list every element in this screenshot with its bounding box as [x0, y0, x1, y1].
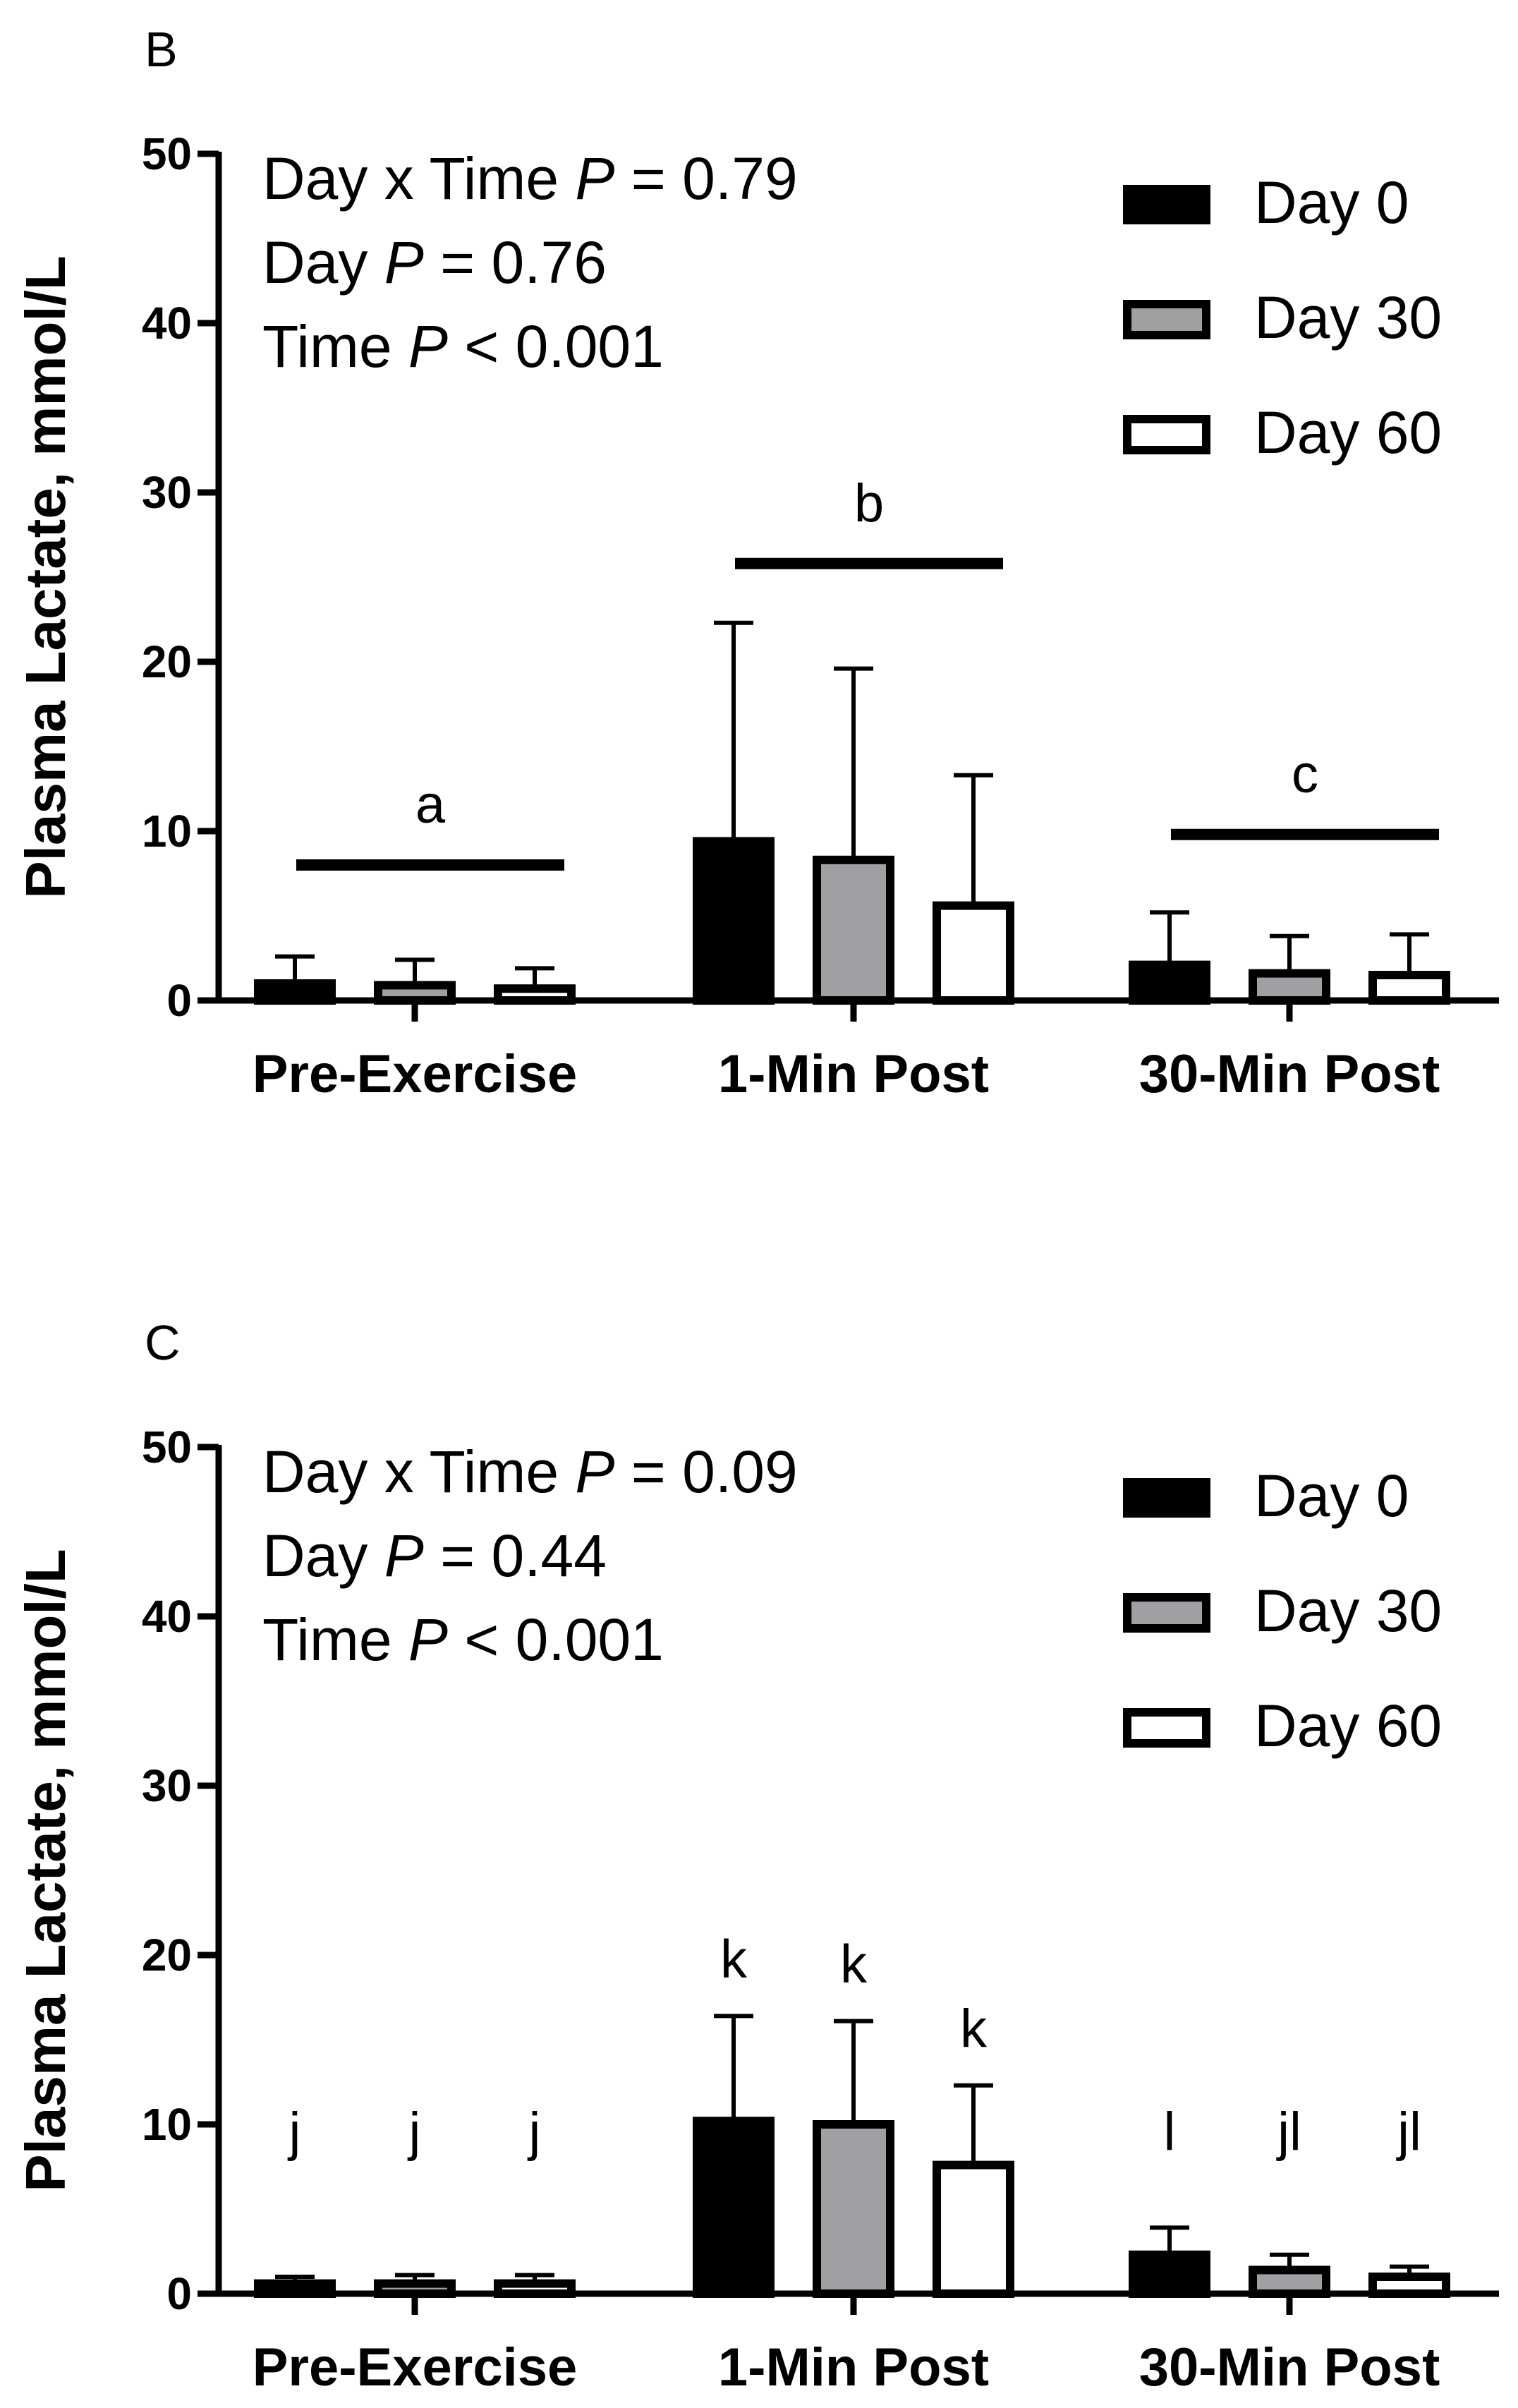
- stats-value: = 0.79: [614, 145, 797, 212]
- legend-label: Day 0: [1254, 1463, 1409, 1529]
- stats-value: = 0.09: [614, 1439, 797, 1505]
- stats-value: = 0.76: [424, 229, 607, 296]
- stats-line-3: Time P < 0.001: [262, 1607, 664, 1673]
- bar-day-60: [1368, 971, 1450, 1005]
- bar-day-30: [813, 855, 894, 1005]
- stats-line-1: Day x Time P = 0.79: [262, 145, 798, 212]
- legend-swatch: [1123, 1478, 1210, 1518]
- panel-label: B: [145, 22, 178, 77]
- panel-label: C: [145, 1315, 181, 1370]
- significance-letter: j: [288, 2102, 301, 2162]
- bar-day-60: [933, 2160, 1014, 2299]
- significance-letter: l: [1164, 2102, 1176, 2162]
- legend-swatch: [1123, 1708, 1210, 1748]
- stats-value: = 0.44: [424, 1523, 607, 1589]
- significance-letter: a: [415, 775, 446, 835]
- panel-c: C 0 10 20 30 40 50 Plasma Lactate, mmol/L Pre-Ex…: [14, 1315, 1499, 2397]
- y-tick-label: 0: [166, 975, 192, 1026]
- bar-day-0: [693, 2117, 775, 2298]
- stats-p-symbol: P: [384, 1523, 424, 1589]
- legend-swatch: [1123, 1593, 1210, 1633]
- significance-letter: jl: [1396, 2102, 1421, 2162]
- stats-p-symbol: P: [575, 145, 614, 212]
- y-tick-label: 20: [142, 1930, 192, 1980]
- significance-letter: k: [720, 1929, 748, 1989]
- y-tick-label: 40: [142, 298, 192, 349]
- significance-letter: j: [528, 2102, 541, 2162]
- stats-label: Day x Time: [262, 1439, 575, 1505]
- stats-label: Time: [262, 1607, 408, 1673]
- bar-day-0: [254, 979, 336, 1005]
- y-tick-label: 0: [166, 2268, 192, 2319]
- bar-day-0: [1129, 960, 1210, 1005]
- stats-line-1: Day x Time P = 0.09: [262, 1439, 798, 1505]
- y-tick-label: 40: [142, 1591, 192, 1642]
- bar-day-30: [1249, 2265, 1330, 2298]
- legend-label: Day 30: [1254, 284, 1442, 351]
- y-tick-label: 20: [142, 636, 192, 687]
- x-category-label: Pre-Exercise: [253, 1044, 578, 1104]
- bar-day-60: [1368, 2273, 1450, 2298]
- stats-line-2: Day P = 0.44: [262, 1523, 607, 1589]
- bar-day-30: [1249, 969, 1330, 1005]
- bar-day-60: [933, 901, 1014, 1005]
- x-category-label: 1-Min Post: [718, 1044, 989, 1104]
- stats-label: Day: [262, 1523, 384, 1589]
- bar-day-30: [813, 2120, 894, 2298]
- y-axis-label: Plasma Lactate, mmol/L: [14, 1549, 77, 2191]
- stats-label: Day: [262, 229, 384, 296]
- bar-day-60: [494, 2279, 576, 2299]
- bar-day-30: [374, 981, 456, 1005]
- panel-b: B 0 10 20 30 40 50 Plasma Lactate, mmol/L Pre-Ex…: [14, 22, 1499, 1104]
- legend-label: Day 60: [1254, 399, 1442, 466]
- y-tick-label: 10: [142, 2099, 192, 2150]
- x-category-label: 30-Min Post: [1139, 2337, 1440, 2397]
- legend-swatch: [1123, 300, 1210, 339]
- y-tick-label: 50: [142, 128, 192, 179]
- legend-label: Day 0: [1254, 169, 1409, 236]
- bar-day-60: [494, 984, 576, 1005]
- y-tick-label: 10: [142, 806, 192, 857]
- x-category-label: 1-Min Post: [718, 2337, 989, 2397]
- stats-line-3: Time P < 0.001: [262, 313, 664, 380]
- bar-day-0: [254, 2279, 336, 2299]
- significance-letter: c: [1292, 744, 1318, 804]
- significance-letter: jl: [1276, 2102, 1301, 2162]
- stats-label: Day x Time: [262, 145, 575, 212]
- stats-p-symbol: P: [408, 1607, 448, 1673]
- legend-label: Day 30: [1254, 1578, 1442, 1644]
- stats-p-symbol: P: [384, 229, 424, 296]
- stats-label: Time: [262, 313, 408, 380]
- bar-day-0: [1129, 2250, 1210, 2299]
- stats-value: < 0.001: [448, 313, 664, 380]
- x-category-label: 30-Min Post: [1139, 1044, 1440, 1104]
- y-tick-label: 50: [142, 1422, 192, 1472]
- significance-letter: b: [854, 473, 884, 533]
- stats-value: < 0.001: [448, 1607, 664, 1673]
- legend-label: Day 60: [1254, 1693, 1442, 1759]
- legend-swatch: [1123, 185, 1210, 224]
- significance-letter: k: [840, 1935, 868, 1995]
- y-tick-label: 30: [142, 467, 192, 518]
- stats-p-symbol: P: [575, 1439, 614, 1505]
- stats-p-symbol: P: [408, 313, 448, 380]
- significance-letter: k: [960, 1999, 988, 2059]
- stats-line-2: Day P = 0.76: [262, 229, 607, 296]
- bar-day-30: [374, 2279, 456, 2299]
- x-category-label: Pre-Exercise: [253, 2337, 578, 2397]
- y-tick-label: 30: [142, 1760, 192, 1811]
- significance-letter: j: [408, 2102, 421, 2162]
- legend-swatch: [1123, 415, 1210, 454]
- bar-day-0: [693, 837, 775, 1005]
- y-axis-label: Plasma Lactate, mmol/L: [14, 255, 77, 898]
